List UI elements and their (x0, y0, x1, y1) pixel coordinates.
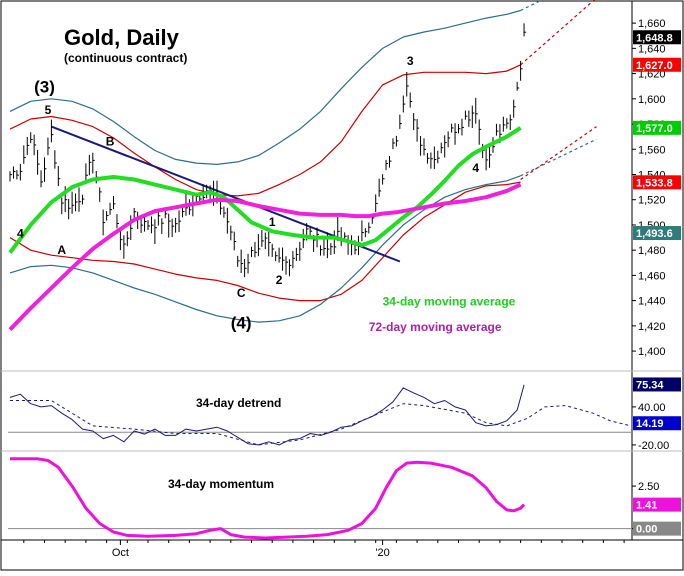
y-tick-label: 1,640 (638, 43, 666, 55)
chart-annotation: 1 (269, 215, 276, 229)
series-inner-band-lower (9, 181, 521, 302)
chart-annotation: B (106, 134, 115, 148)
y-tick-label: -20.00 (638, 440, 669, 452)
price-tag (633, 416, 681, 431)
y-tick-label: 1,460 (638, 270, 666, 282)
chart-annotation: 72-day moving average (369, 320, 502, 334)
price-tag (633, 30, 681, 45)
series-34-day-moving-average (8, 126, 522, 254)
price-tag-label: 1,493.6 (636, 228, 673, 240)
price-tag-label: 14.19 (636, 418, 664, 430)
price-tag (633, 120, 681, 135)
x-tick-label: Oct (112, 547, 129, 559)
y-tick-label: 1,660 (638, 18, 666, 30)
series-outer-band-lower (9, 175, 521, 323)
price-bars (9, 23, 527, 278)
price-tag (633, 377, 681, 392)
chart-annotation: 4 (472, 161, 479, 175)
series-outer-band-upper (9, 9, 521, 165)
price-tag-label: 1,533.8 (636, 177, 673, 189)
chart-annotation: 2 (276, 273, 283, 287)
y-tick-label: 1,440 (638, 296, 666, 308)
price-tag-label: 1,648.8 (636, 32, 673, 44)
detrend-title: 34-day detrend (196, 396, 281, 410)
chart-annotation: 5 (45, 103, 52, 117)
series-inner-band-projection (520, 0, 596, 66)
series-detrend-projection (10, 400, 632, 446)
y-tick-label: 40.00 (638, 402, 666, 414)
series-outer-band-projection (520, 0, 544, 12)
chart-annotation: C (237, 286, 246, 300)
chart-title: Gold, Daily (64, 25, 180, 50)
chart-annotation: 34-day moving average (383, 295, 516, 309)
series-inner-band-upper (9, 64, 521, 197)
y-tick-label: 2.50 (638, 481, 659, 493)
price-tag-label: 0.00 (636, 524, 657, 536)
y-tick-label: 1,600 (638, 94, 666, 106)
price-tag (633, 57, 681, 72)
price-tag-label: 1,627.0 (636, 60, 673, 72)
chart-annotation: (4) (231, 313, 252, 332)
price-tag (633, 521, 681, 536)
chart-annotation: (3) (34, 78, 55, 97)
x-tick-label: '20 (375, 547, 389, 559)
y-tick-label: 1,520 (638, 195, 666, 207)
momentum-title: 34-day momentum (168, 477, 274, 491)
chart-subtitle: (continuous contract) (64, 51, 187, 65)
series-outer-band-lower-projection (520, 138, 597, 177)
chart-annotation: 4 (17, 227, 24, 241)
y-tick-label: 1,480 (638, 245, 666, 257)
y-tick-label: 1,560 (638, 144, 666, 156)
y-tick-label: 1,400 (638, 346, 666, 358)
price-tag-label: 1.41 (636, 500, 657, 512)
y-tick-label: 1,420 (638, 321, 666, 333)
chart-annotation: A (57, 243, 66, 257)
series-detrend (9, 384, 525, 446)
price-tag (633, 175, 681, 190)
price-tag (633, 497, 681, 512)
series-72-day-moving-average (8, 182, 522, 331)
chart-annotation: 3 (407, 54, 414, 68)
series-momentum (10, 457, 526, 540)
price-tag-label: 75.34 (636, 379, 664, 391)
price-tag (633, 226, 681, 241)
price-tag-label: 1,577.0 (636, 123, 673, 135)
